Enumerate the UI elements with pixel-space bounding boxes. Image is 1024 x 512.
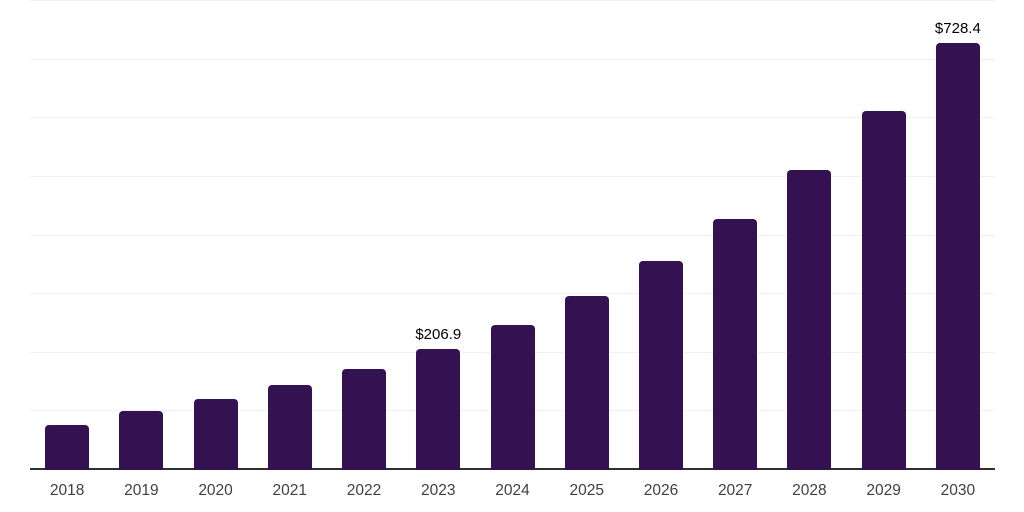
x-tick-label-2019: 2019	[124, 482, 159, 499]
bar-2021	[267, 385, 312, 470]
gridline	[30, 58, 995, 60]
bar-2026	[638, 261, 683, 470]
x-tick-label-2026: 2026	[643, 482, 679, 499]
bar-2028	[787, 170, 832, 470]
x-tick-label-2030: 2030	[940, 482, 976, 499]
x-tick-label-2018: 2018	[49, 482, 85, 499]
bar-2029	[861, 111, 906, 470]
gridline	[30, 234, 995, 236]
bar-2019	[119, 411, 164, 470]
bar-2024	[490, 324, 535, 470]
bar-2027	[713, 219, 758, 470]
data-label-2023: $206.9	[415, 325, 462, 343]
x-tick-label-2025: 2025	[569, 482, 604, 499]
gridline	[30, 117, 995, 119]
x-tick-label-2027: 2027	[717, 482, 753, 499]
gridline	[30, 175, 995, 177]
x-tick-label-2024: 2024	[495, 482, 530, 499]
bar-2018	[45, 424, 90, 470]
gridline	[30, 0, 995, 1]
bar-2025	[564, 296, 609, 470]
x-tick-label-2022: 2022	[346, 482, 382, 499]
data-label-2030: $728.4	[934, 19, 981, 37]
x-tick-label-2029: 2029	[866, 482, 901, 499]
bar-2030	[935, 42, 980, 470]
x-tick-label-2020: 2020	[198, 482, 233, 499]
plot-area: $206.9 $728.4	[30, 0, 995, 470]
bar-2020	[193, 399, 238, 470]
x-tick-label-2021: 2021	[272, 482, 308, 499]
x-tick-label-2028: 2028	[792, 482, 827, 499]
x-tick-label-2023: 2023	[421, 482, 456, 499]
bar-2022	[342, 369, 387, 470]
bar-2023	[416, 348, 461, 470]
gridline	[30, 293, 995, 295]
